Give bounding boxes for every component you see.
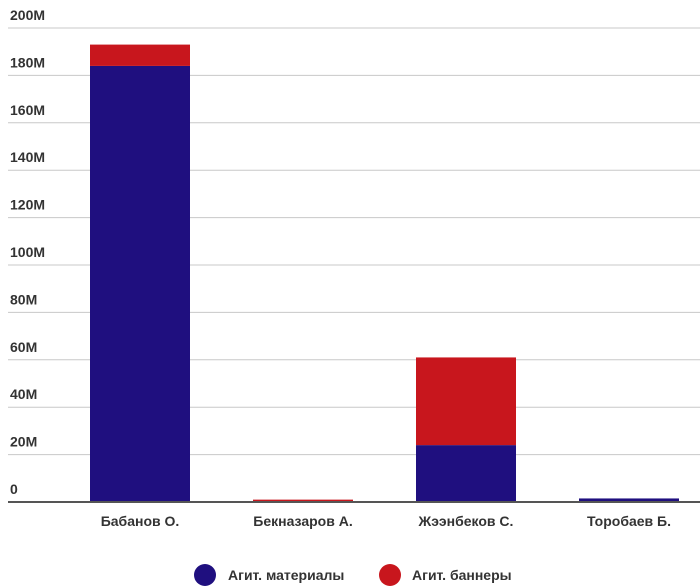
bars	[90, 44, 679, 503]
legend-swatch	[194, 564, 216, 586]
y-tick-label: 0	[10, 481, 18, 497]
bar-segment	[90, 44, 190, 66]
x-axis-ticks: Бабанов О. Бекназаров А. Жээнбеков С. Тороб…	[101, 513, 671, 529]
legend: Агит. материалы Агит. баннеры	[194, 564, 512, 586]
x-tick-label: Жээнбеков С.	[418, 513, 514, 529]
y-tick-label: 60M	[10, 339, 37, 355]
bar-segment	[90, 65, 190, 503]
y-tick-label: 140M	[10, 149, 45, 165]
y-tick-label: 160M	[10, 102, 45, 118]
y-tick-label: 120M	[10, 197, 45, 213]
legend-swatch	[379, 564, 401, 586]
bar-segment	[579, 498, 679, 502]
legend-label: Агит. баннеры	[412, 567, 512, 583]
bar-segment	[416, 445, 516, 502]
y-tick-label: 80M	[10, 291, 37, 307]
x-tick-label: Бекназаров А.	[253, 513, 352, 529]
y-axis-ticks: 0 20M 40M 60M 80M 100M 120M 140M 160M 180M 200M	[10, 7, 45, 497]
bar-segment	[416, 357, 516, 446]
y-tick-label: 180M	[10, 54, 45, 70]
y-tick-label: 200M	[10, 7, 45, 23]
legend-label: Агит. материалы	[228, 567, 344, 583]
y-tick-label: 100M	[10, 244, 45, 260]
bar-segment	[253, 499, 353, 502]
y-tick-label: 40M	[10, 386, 37, 402]
x-tick-label: Торобаев Б.	[587, 513, 671, 529]
x-tick-label: Бабанов О.	[101, 513, 180, 529]
y-tick-label: 20M	[10, 434, 37, 450]
